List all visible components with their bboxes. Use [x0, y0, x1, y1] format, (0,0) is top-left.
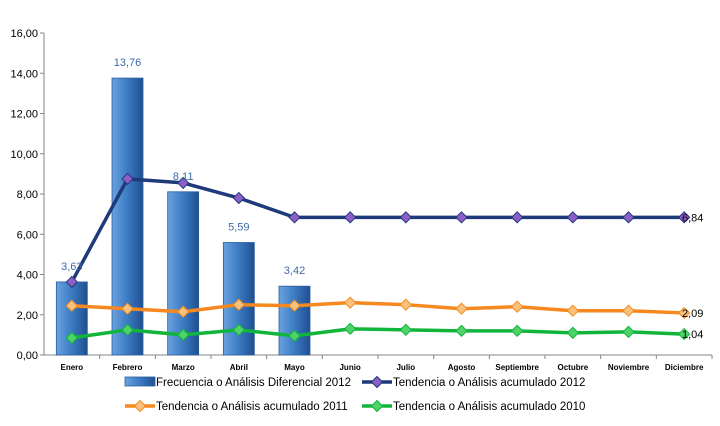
- series-marker: [121, 302, 134, 315]
- bar: [167, 191, 200, 356]
- series-marker: [677, 327, 691, 341]
- x-tick-label: Noviembre: [608, 363, 650, 372]
- series-marker: [65, 331, 79, 345]
- x-tick-label: Septiembre: [495, 363, 539, 372]
- series-marker: [176, 305, 190, 318]
- legend-marker: [370, 399, 384, 413]
- bar-data-label: 8,11: [173, 171, 194, 183]
- labels-layer: 3,63 13,76 8,11 5,59 3,42 6,84 2,09 1,04: [61, 57, 703, 341]
- legend-bar-swatch: [124, 376, 156, 387]
- y-tick-label: 6,00: [17, 229, 38, 241]
- lines-layer: [65, 172, 691, 345]
- bar-data-label: 3,42: [284, 265, 305, 277]
- series-line: [71, 300, 685, 315]
- bar-data-label: 3,63: [61, 261, 82, 273]
- series-marker: [65, 299, 79, 312]
- x-tick-label: Diciembre: [665, 363, 704, 372]
- y-tick-label: 4,00: [17, 270, 38, 282]
- series-marker: [176, 176, 190, 190]
- legend-label: Tendencia o Análisis acumulado 2012: [393, 377, 585, 389]
- series-marker: [566, 326, 580, 340]
- series-marker: [232, 191, 246, 205]
- series-end-label: 2,09: [682, 308, 703, 320]
- series-marker: [343, 322, 357, 336]
- series-marker: [65, 275, 79, 289]
- legend-label: Tendencia o Análisis acumulado 2011: [156, 401, 348, 413]
- y-tick-label: 10,00: [10, 149, 38, 161]
- axes-layer: 0,00 2,00 4,00 6,00 8,00 10,00 12,00 14,00 16,00…: [10, 28, 713, 372]
- series-line: [70, 177, 685, 283]
- series-marker: [343, 296, 357, 309]
- y-tick-label: 14,00: [10, 68, 38, 80]
- x-tick-label: Octubre: [557, 363, 588, 372]
- series-marker: [455, 302, 468, 315]
- series-marker: [566, 304, 580, 317]
- x-tick-label: Enero: [60, 363, 83, 372]
- series-marker: [622, 304, 635, 317]
- y-tick-label: 0,00: [17, 350, 38, 362]
- series-marker: [121, 172, 134, 186]
- series-marker: [455, 211, 468, 224]
- y-tick-label: 2,00: [17, 310, 38, 322]
- series-marker: [510, 211, 524, 224]
- legend: Frecuencia o Análisis Diferencial 2012 Te…: [124, 375, 585, 413]
- series-marker: [677, 306, 691, 320]
- series-marker: [399, 211, 413, 224]
- x-tick-label: Agosto: [448, 363, 476, 372]
- series-marker: [343, 211, 357, 224]
- x-tick-label: Mayo: [284, 363, 305, 372]
- bar: [278, 285, 311, 356]
- series-end-label: 1,04: [682, 329, 703, 341]
- y-tick-label: 8,00: [17, 189, 38, 201]
- series-marker: [455, 324, 468, 338]
- x-tick-label: Febrero: [113, 363, 143, 372]
- bar-data-label: 5,59: [228, 222, 249, 234]
- series-marker: [288, 329, 301, 343]
- series-end-label: 6,84: [682, 212, 703, 224]
- bar-data-label: 13,76: [114, 57, 142, 69]
- series-marker: [288, 211, 301, 224]
- series-marker: [622, 211, 635, 224]
- series-marker: [622, 325, 635, 339]
- series-marker: [399, 323, 413, 337]
- x-tick-label: Junio: [339, 363, 360, 372]
- legend-marker: [370, 375, 384, 389]
- x-tick-label: Marzo: [172, 363, 195, 372]
- series-marker: [121, 323, 134, 337]
- series-marker: [232, 298, 246, 311]
- series-marker: [399, 298, 413, 311]
- series-marker: [288, 299, 301, 312]
- x-tick-label: Julio: [396, 363, 415, 372]
- series-marker: [232, 323, 246, 337]
- series-marker: [176, 328, 190, 342]
- x-tick-label: Abril: [230, 363, 248, 372]
- series-line: [71, 327, 685, 340]
- y-tick-label: 12,00: [10, 109, 38, 121]
- legend-label: Frecuencia o Análisis Diferencial 2012: [156, 377, 351, 389]
- series-marker: [566, 211, 580, 224]
- series-marker: [677, 211, 691, 224]
- series-marker: [510, 324, 524, 338]
- y-tick-label: 16,00: [10, 28, 38, 40]
- legend-marker: [133, 399, 147, 413]
- series-marker: [510, 300, 524, 313]
- legend-label: Tendencia o Análisis acumulado 2010: [393, 401, 585, 413]
